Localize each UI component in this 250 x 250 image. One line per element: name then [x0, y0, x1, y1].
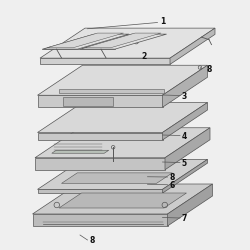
Text: 3: 3: [181, 92, 186, 101]
Polygon shape: [162, 102, 208, 140]
Polygon shape: [38, 132, 162, 140]
Polygon shape: [59, 193, 186, 208]
Text: 6: 6: [170, 181, 175, 190]
Polygon shape: [42, 34, 129, 49]
Text: 4: 4: [181, 132, 186, 141]
Polygon shape: [40, 58, 170, 64]
Polygon shape: [62, 173, 172, 184]
Polygon shape: [162, 160, 208, 193]
Text: 8: 8: [206, 66, 212, 74]
Text: 7: 7: [181, 214, 186, 223]
Polygon shape: [47, 33, 124, 48]
Polygon shape: [59, 89, 164, 93]
Polygon shape: [40, 28, 215, 58]
Polygon shape: [162, 65, 208, 107]
Text: 8: 8: [90, 236, 96, 245]
Polygon shape: [38, 65, 207, 95]
Text: 1: 1: [160, 17, 165, 26]
Polygon shape: [32, 214, 168, 226]
Text: 2: 2: [141, 52, 146, 61]
Polygon shape: [38, 95, 162, 107]
Polygon shape: [52, 150, 109, 153]
Polygon shape: [84, 33, 161, 48]
Text: 5: 5: [181, 159, 186, 168]
Polygon shape: [38, 102, 207, 132]
Text: 8: 8: [170, 173, 175, 182]
Polygon shape: [35, 158, 165, 170]
Polygon shape: [165, 128, 210, 170]
Polygon shape: [32, 184, 212, 214]
Polygon shape: [38, 160, 207, 190]
Polygon shape: [170, 28, 215, 64]
Polygon shape: [35, 128, 210, 158]
Polygon shape: [80, 34, 166, 49]
Polygon shape: [168, 184, 212, 226]
Polygon shape: [62, 96, 112, 106]
Polygon shape: [38, 190, 162, 193]
